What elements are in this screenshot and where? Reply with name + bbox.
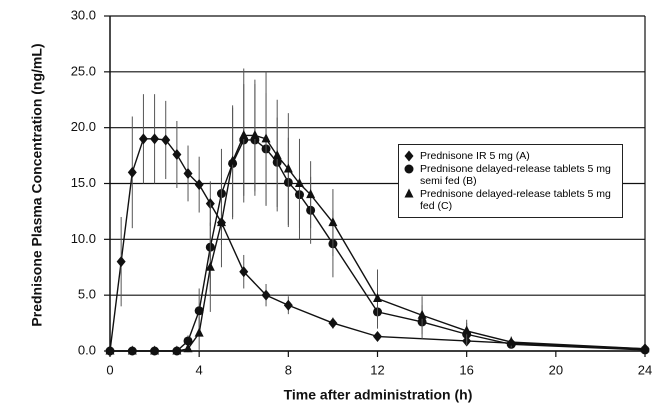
- y-axis-title: Prednisone Plasma Concentration (ng/mL): [29, 43, 45, 326]
- x-tick-label: 8: [285, 362, 292, 377]
- marker: [506, 336, 516, 346]
- marker: [404, 188, 414, 198]
- legend-icon: [404, 164, 414, 174]
- legend-label: Prednisone IR 5 mg (A): [420, 150, 530, 162]
- marker: [417, 309, 427, 319]
- marker: [404, 150, 414, 162]
- y-tick-label: 25.0: [71, 63, 96, 78]
- y-tick-label: 20.0: [71, 119, 96, 134]
- legend-icon: [404, 150, 414, 162]
- marker: [127, 166, 137, 178]
- y-tick-label: 0.0: [78, 342, 96, 357]
- marker: [150, 345, 160, 355]
- marker: [150, 133, 160, 145]
- marker: [373, 330, 382, 342]
- marker: [161, 134, 171, 146]
- marker: [261, 289, 271, 301]
- marker: [462, 325, 472, 335]
- marker: [373, 293, 382, 303]
- marker: [640, 343, 650, 353]
- legend-entry: Prednisone IR 5 mg (A): [403, 150, 618, 162]
- marker: [183, 343, 193, 353]
- legend-label: Prednisone delayed-release tablets 5 mg …: [420, 188, 611, 212]
- x-tick-label: 16: [459, 362, 473, 377]
- legend-label: Prednisone delayed-release tablets 5 mg …: [420, 163, 611, 187]
- series-line: [110, 139, 646, 352]
- marker: [294, 178, 304, 187]
- marker: [194, 306, 204, 316]
- marker: [172, 345, 182, 355]
- y-tick-label: 10.0: [71, 231, 96, 246]
- y-tick-label: 30.0: [71, 7, 96, 22]
- x-tick-label: 24: [638, 362, 652, 377]
- legend-icon: [404, 188, 414, 198]
- marker: [239, 266, 249, 278]
- marker: [105, 345, 115, 355]
- marker: [261, 133, 271, 143]
- marker: [272, 150, 282, 160]
- marker: [194, 179, 204, 191]
- x-tick-label: 20: [549, 362, 563, 377]
- marker: [250, 129, 260, 139]
- marker: [116, 256, 126, 268]
- marker: [306, 189, 316, 199]
- marker: [172, 148, 182, 160]
- marker: [183, 167, 193, 179]
- x-tick-label: 0: [106, 362, 113, 377]
- marker: [216, 217, 226, 227]
- x-axis-title: Time after administration (h): [284, 387, 473, 403]
- marker: [127, 345, 137, 355]
- marker: [228, 155, 238, 165]
- series-line: [110, 134, 646, 352]
- y-tick-label: 15.0: [71, 175, 96, 190]
- marker: [138, 133, 148, 145]
- x-tick-label: 12: [370, 362, 384, 377]
- x-tick-label: 4: [196, 362, 203, 377]
- y-tick-label: 5.0: [78, 287, 96, 302]
- marker: [283, 299, 293, 311]
- marker: [283, 163, 293, 173]
- marker: [194, 327, 204, 337]
- legend: Prednisone IR 5 mg (A) Prednisone delayed…: [398, 144, 623, 218]
- legend-entry: Prednisone delayed-release tablets 5 mg …: [403, 163, 618, 187]
- marker: [183, 336, 193, 346]
- marker: [239, 129, 249, 139]
- marker: [404, 164, 414, 174]
- marker: [205, 261, 215, 271]
- marker: [328, 317, 338, 329]
- legend-entry: Prednisone delayed-release tablets 5 mg …: [403, 188, 618, 212]
- marker: [328, 217, 338, 227]
